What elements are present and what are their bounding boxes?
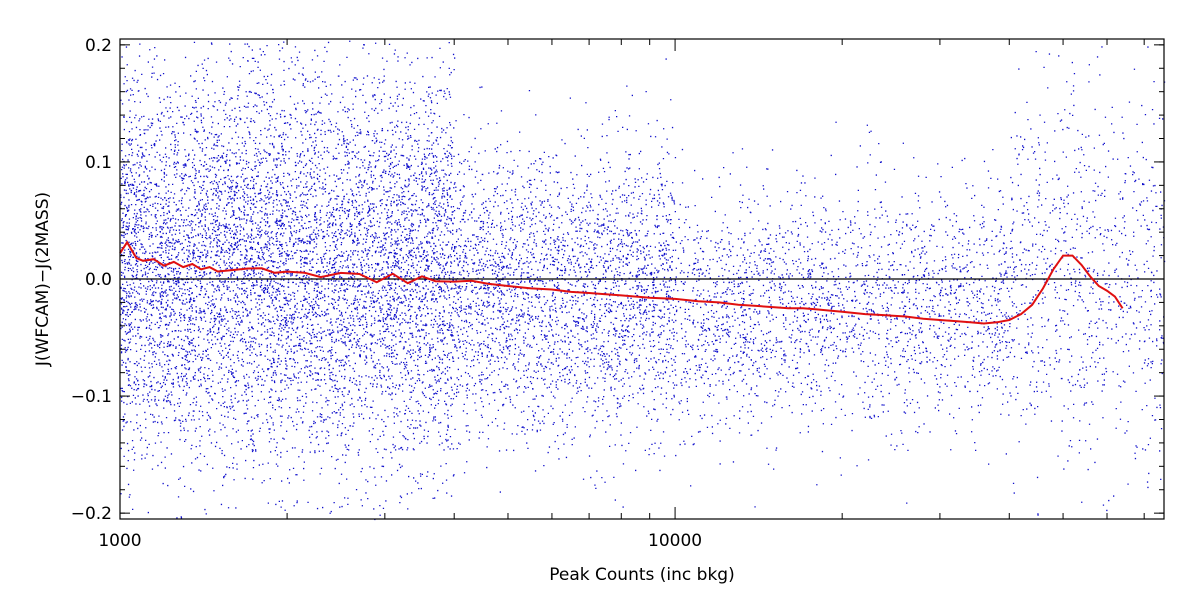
running-median-line: [119, 240, 1124, 325]
y-tick-label: 0.0: [85, 270, 112, 290]
y-tick-label: 0.2: [85, 36, 112, 56]
scatter-points: [120, 40, 1166, 521]
y-tick-label: −0.1: [71, 387, 112, 407]
scatter-point-cloud: [120, 40, 1166, 521]
y-tick-label: 0.1: [85, 153, 112, 173]
axis-ticks: −0.2 −0.1 0.0 0.1 0.2 1000 10000: [71, 36, 1164, 551]
x-axis-label: Peak Counts (inc bkg): [549, 565, 734, 585]
y-tick-label: −0.2: [71, 504, 112, 524]
x-tick-label: 10000: [648, 531, 702, 551]
x-tick-label: 1000: [98, 531, 141, 551]
y-axis-label: J(WFCAM)−J(2MASS): [33, 192, 53, 367]
